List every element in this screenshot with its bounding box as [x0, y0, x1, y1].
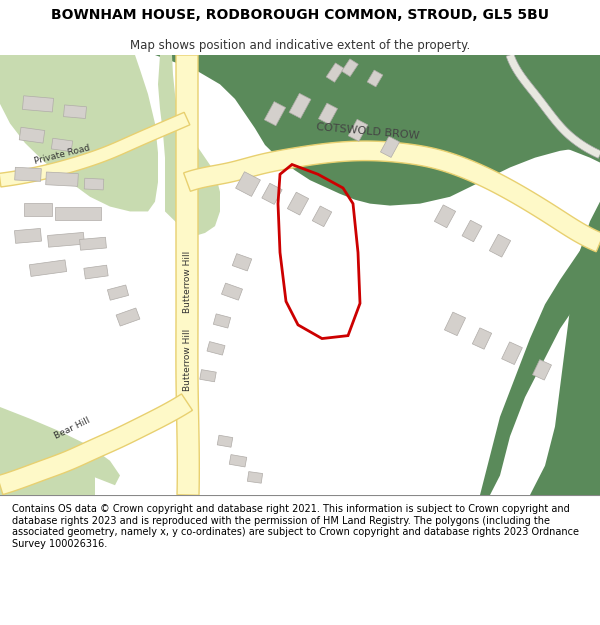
- Text: Butterrow Hill: Butterrow Hill: [182, 329, 191, 391]
- Bar: [342, 59, 358, 76]
- Bar: [262, 183, 282, 204]
- Text: Map shows position and indicative extent of the property.: Map shows position and indicative extent…: [130, 39, 470, 52]
- Bar: [22, 96, 53, 112]
- Polygon shape: [176, 55, 199, 495]
- Text: Bear Hill: Bear Hill: [53, 416, 91, 441]
- Bar: [107, 285, 128, 300]
- Bar: [46, 172, 79, 186]
- Bar: [64, 105, 86, 119]
- Bar: [80, 238, 106, 250]
- Bar: [502, 342, 523, 364]
- Polygon shape: [184, 141, 600, 252]
- Bar: [55, 207, 101, 220]
- Bar: [19, 127, 45, 143]
- Bar: [47, 232, 85, 247]
- Bar: [319, 103, 338, 124]
- Polygon shape: [0, 394, 193, 494]
- Polygon shape: [530, 202, 600, 495]
- Polygon shape: [460, 55, 600, 162]
- Text: Contains OS data © Crown copyright and database right 2021. This information is : Contains OS data © Crown copyright and d…: [12, 504, 579, 549]
- Bar: [29, 260, 67, 276]
- Bar: [229, 454, 247, 467]
- Bar: [533, 359, 551, 380]
- Bar: [265, 102, 286, 126]
- Bar: [247, 472, 263, 483]
- Bar: [221, 283, 242, 300]
- Bar: [217, 435, 233, 447]
- Text: BOWNHAM HOUSE, RODBOROUGH COMMON, STROUD, GL5 5BU: BOWNHAM HOUSE, RODBOROUGH COMMON, STROUD…: [51, 8, 549, 22]
- Bar: [200, 369, 216, 382]
- Polygon shape: [0, 417, 95, 495]
- Bar: [367, 70, 383, 87]
- Bar: [287, 192, 308, 215]
- Bar: [348, 119, 368, 141]
- Bar: [214, 314, 230, 328]
- Bar: [24, 203, 52, 216]
- Bar: [52, 138, 73, 152]
- Polygon shape: [0, 112, 190, 187]
- Bar: [116, 308, 140, 326]
- Bar: [207, 342, 225, 355]
- Polygon shape: [0, 55, 158, 211]
- Bar: [434, 205, 455, 228]
- Bar: [312, 206, 332, 227]
- Bar: [380, 136, 400, 158]
- Polygon shape: [158, 55, 220, 236]
- Bar: [14, 229, 41, 243]
- Bar: [232, 254, 252, 271]
- Bar: [84, 178, 104, 190]
- Bar: [14, 168, 41, 181]
- Bar: [445, 312, 466, 336]
- Text: Private Road: Private Road: [33, 144, 91, 166]
- Text: COTSWOLD BROW: COTSWOLD BROW: [316, 122, 420, 141]
- Polygon shape: [155, 55, 600, 206]
- Text: Butterrow Hill: Butterrow Hill: [182, 251, 191, 313]
- Polygon shape: [0, 407, 120, 485]
- Bar: [84, 265, 108, 279]
- Bar: [289, 93, 311, 118]
- Bar: [490, 234, 511, 257]
- Bar: [472, 328, 491, 349]
- Polygon shape: [480, 221, 600, 495]
- Bar: [236, 172, 260, 196]
- Polygon shape: [506, 54, 600, 158]
- Bar: [462, 220, 482, 242]
- Bar: [326, 63, 344, 82]
